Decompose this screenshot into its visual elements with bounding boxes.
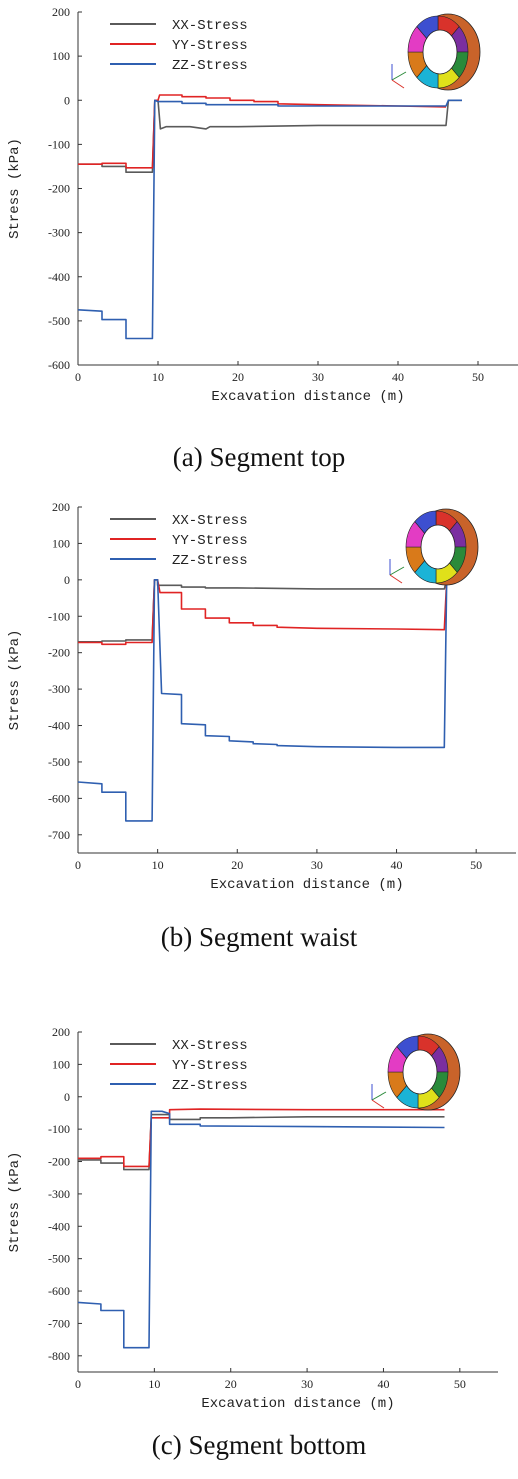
y-tick-label: -600 — [48, 791, 70, 805]
legend-label: ZZ-Stress — [172, 553, 248, 569]
legend-label: YY-Stress — [172, 38, 248, 54]
chart-caption-b: (b) Segment waist — [160, 922, 358, 952]
series-line-zz-stress — [77, 1110, 445, 1349]
chart-panel-c: 200 100 0 -100 -200 -300 -400 -500 -600 -700 -800 0… — [0, 1015, 518, 1479]
x-tick-label: 50 — [454, 1377, 466, 1391]
x-axis-label: Excavation distance (m) — [211, 389, 404, 405]
x-tick-label: 0 — [75, 858, 81, 872]
chart-segment-waist: 200 100 0 -100 -200 -300 -400 -500 -600 -700 0 10 20… — [7, 500, 516, 893]
x-tick-label: 30 — [301, 1377, 313, 1391]
y-tick-label: 200 — [52, 1025, 70, 1039]
x-tick-label: 40 — [392, 370, 404, 384]
series-line-yy-stress — [78, 579, 461, 646]
x-tick-label: 20 — [231, 858, 243, 872]
axis-triad-icon — [371, 1084, 387, 1109]
y-tick-label: -300 — [48, 226, 70, 240]
y-tick-label: 200 — [52, 500, 70, 514]
chart-segment-bottom: 200 100 0 -100 -200 -300 -400 -500 -600 -700 -800 0… — [7, 1025, 498, 1412]
x-tick-label: 30 — [311, 858, 323, 872]
y-tick-label: -600 — [48, 1284, 70, 1298]
x-tick-label: 0 — [75, 1377, 81, 1391]
y-tick-label: -200 — [48, 646, 70, 660]
y-tick-label: -100 — [48, 609, 70, 623]
chart-caption-c: (c) Segment bottom — [151, 1430, 367, 1460]
chart-panel-b: 200 100 0 -100 -200 -300 -400 -500 -600 -700 0 10 20… — [0, 490, 518, 980]
x-tick-label: 50 — [470, 858, 482, 872]
series-line-yy-stress — [78, 1108, 445, 1168]
series-line-xx-stress — [78, 1113, 445, 1171]
y-tick-label: -700 — [48, 828, 70, 842]
legend-label: YY-Stress — [172, 1058, 248, 1074]
x-tick-label: 20 — [225, 1377, 237, 1391]
legend-label: YY-Stress — [172, 533, 248, 549]
x-tick-label: 40 — [391, 858, 403, 872]
x-axis-label: Excavation distance (m) — [201, 1396, 394, 1412]
y-tick-label: 100 — [52, 536, 70, 550]
series-line-yy-stress — [78, 94, 447, 169]
legend-label: XX-Stress — [172, 18, 248, 34]
y-tick-label: -200 — [48, 182, 70, 196]
legend-label: XX-Stress — [172, 1038, 248, 1054]
y-tick-label: -800 — [48, 1349, 70, 1363]
y-tick-label: 0 — [64, 1090, 70, 1104]
y-tick-label: -500 — [48, 1252, 70, 1266]
chart-panel-a: 200 100 0 -100 -200 -300 -400 -500 -600 0 10 20 30 40… — [0, 0, 518, 480]
series-line-xx-stress — [78, 99, 462, 173]
y-tick-label: -500 — [48, 755, 70, 769]
y-tick-label: -100 — [48, 1122, 70, 1136]
axis-triad-icon — [389, 559, 405, 584]
y-tick-label: -400 — [48, 270, 70, 284]
chart-segment-top: 200 100 0 -100 -200 -300 -400 -500 -600 0 10 20 30 40… — [7, 5, 518, 405]
chart-caption-a: (a) Segment top — [172, 442, 346, 472]
y-axis-label: Stress (kPa) — [7, 630, 23, 731]
y-tick-label: 0 — [64, 573, 70, 587]
y-tick-label: -700 — [48, 1316, 70, 1330]
axis-triad-icon — [391, 64, 407, 89]
y-axis-label: Stress (kPa) — [7, 138, 23, 239]
x-axis-label: Excavation distance (m) — [210, 877, 403, 893]
legend-label: XX-Stress — [172, 513, 248, 529]
y-tick-label: -400 — [48, 719, 70, 733]
x-tick-label: 10 — [152, 858, 164, 872]
y-tick-label: 200 — [52, 5, 70, 19]
x-tick-label: 10 — [152, 370, 164, 384]
y-tick-label: -300 — [48, 682, 70, 696]
series-line-xx-stress — [78, 579, 461, 643]
tunnel-ring-model-icon — [405, 508, 479, 586]
y-axis-label: Stress (kPa) — [7, 1152, 23, 1253]
series-line-zz-stress — [77, 99, 462, 340]
y-tick-label: 100 — [52, 1057, 70, 1071]
x-tick-label: 10 — [148, 1377, 160, 1391]
legend-label: ZZ-Stress — [172, 1078, 248, 1094]
y-tick-label: -500 — [48, 314, 70, 328]
y-tick-label: -100 — [48, 137, 70, 151]
y-tick-label: -300 — [48, 1187, 70, 1201]
x-tick-label: 50 — [472, 370, 484, 384]
y-tick-label: -600 — [48, 358, 70, 372]
x-tick-label: 30 — [312, 370, 324, 384]
tunnel-ring-model-icon — [387, 1033, 461, 1111]
y-tick-label: -400 — [48, 1219, 70, 1233]
tunnel-ring-model-icon — [407, 13, 481, 91]
y-tick-label: -200 — [48, 1155, 70, 1169]
x-tick-label: 0 — [75, 370, 81, 384]
y-tick-label: 100 — [52, 49, 70, 63]
legend-label: ZZ-Stress — [172, 58, 248, 74]
y-tick-label: 0 — [64, 93, 70, 107]
series-line-zz-stress — [77, 579, 461, 822]
x-tick-label: 20 — [232, 370, 244, 384]
x-tick-label: 40 — [377, 1377, 389, 1391]
